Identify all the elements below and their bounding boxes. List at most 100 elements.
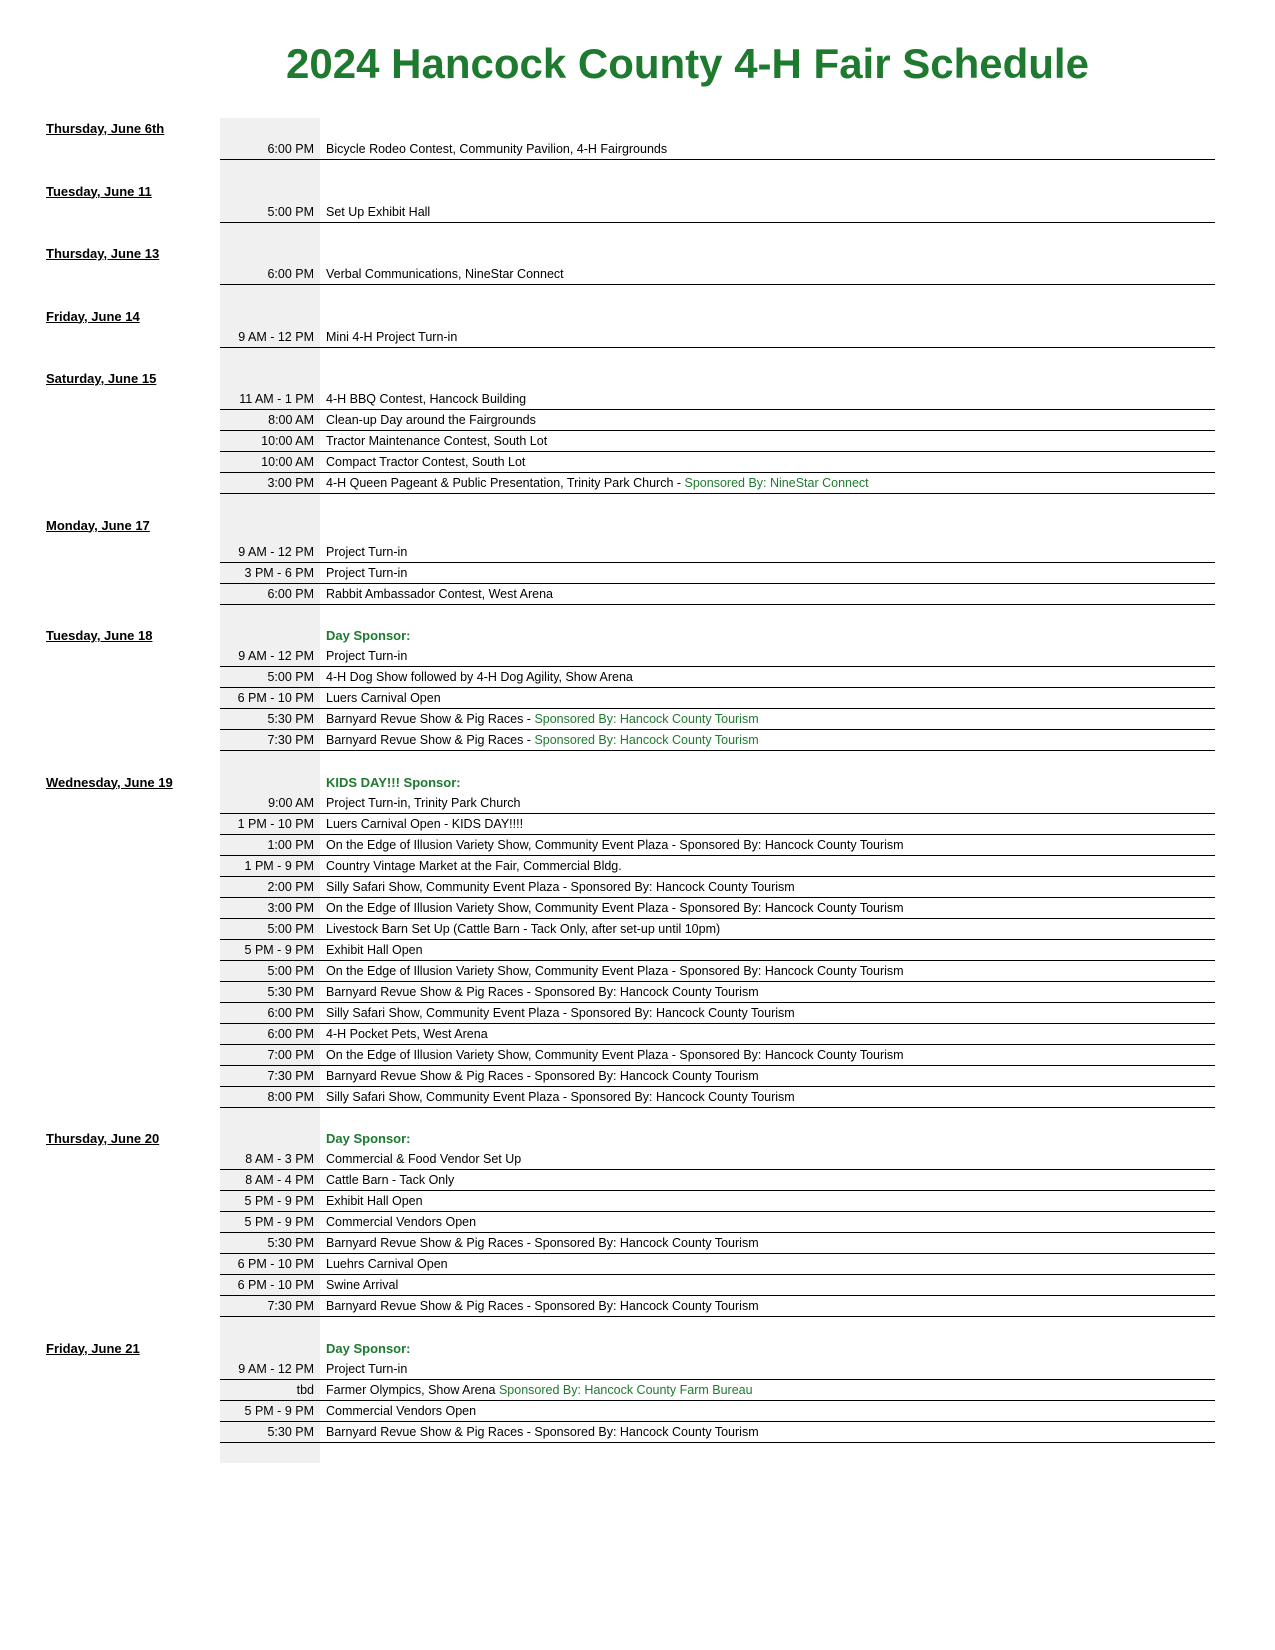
desc-cell-blank	[320, 515, 1215, 536]
event-desc-text: Cattle Barn - Tack Only	[326, 1173, 454, 1187]
event-row: 5:30 PMBarnyard Revue Show & Pig Races -…	[40, 981, 1215, 1002]
event-desc-text: Project Turn-in	[326, 1362, 407, 1376]
event-time: 8 AM - 4 PM	[220, 1170, 320, 1191]
day-label: Tuesday, June 11	[40, 181, 220, 202]
event-desc: Country Vintage Market at the Fair, Comm…	[320, 855, 1215, 876]
schedule-table: Thursday, June 6th6:00 PMBicycle Rodeo C…	[40, 118, 1215, 1463]
event-row: 8 AM - 3 PMCommercial & Food Vendor Set …	[40, 1149, 1215, 1170]
event-desc: Swine Arrival	[320, 1275, 1215, 1296]
event-desc: Luers Carnival Open	[320, 688, 1215, 709]
time-cell-blank	[220, 306, 320, 327]
event-row: 5 PM - 9 PMCommercial Vendors Open	[40, 1400, 1215, 1421]
event-desc: 4-H BBQ Contest, Hancock Building	[320, 389, 1215, 410]
event-desc-text: Verbal Communications, NineStar Connect	[326, 267, 564, 281]
event-desc-text: Silly Safari Show, Community Event Plaza…	[326, 1006, 795, 1020]
event-desc-text: Barnyard Revue Show & Pig Races -	[326, 733, 534, 747]
event-row: 5:00 PMOn the Edge of Illusion Variety S…	[40, 960, 1215, 981]
event-row: 6 PM - 10 PMLuers Carnival Open	[40, 688, 1215, 709]
event-time: 5:00 PM	[220, 667, 320, 688]
event-row: 1 PM - 10 PMLuers Carnival Open - KIDS D…	[40, 813, 1215, 834]
event-desc-text: 4-H BBQ Contest, Hancock Building	[326, 392, 526, 406]
event-desc: On the Edge of Illusion Variety Show, Co…	[320, 1044, 1215, 1065]
event-time: 5:30 PM	[220, 1421, 320, 1442]
day-label: Thursday, June 20	[40, 1128, 220, 1149]
event-time: 6:00 PM	[220, 1002, 320, 1023]
event-time: 1 PM - 9 PM	[220, 855, 320, 876]
event-row: 1 PM - 9 PM Country Vintage Market at the…	[40, 855, 1215, 876]
event-time: 5:30 PM	[220, 709, 320, 730]
event-time: 9 AM - 12 PM	[220, 1359, 320, 1380]
event-desc-text: Barnyard Revue Show & Pig Races - Sponso…	[326, 1425, 759, 1439]
event-row: 6 PM - 10 PMSwine Arrival	[40, 1275, 1215, 1296]
event-time: 8:00 PM	[220, 1086, 320, 1107]
event-desc-text: Luehrs Carnival Open	[326, 1257, 448, 1271]
event-desc: 4-H Pocket Pets, West Arena	[320, 1023, 1215, 1044]
event-time: 9 AM - 12 PM	[220, 646, 320, 667]
event-row: 7:30 PMBarnyard Revue Show & Pig Races -…	[40, 1065, 1215, 1086]
event-row: 1:00 PMOn the Edge of Illusion Variety S…	[40, 834, 1215, 855]
event-desc: Commercial Vendors Open	[320, 1212, 1215, 1233]
event-row: 9 AM - 12 PM Project Turn-in	[40, 1359, 1215, 1380]
event-desc: Cattle Barn - Tack Only	[320, 1170, 1215, 1191]
event-desc: Barnyard Revue Show & Pig Races - Sponso…	[320, 1233, 1215, 1254]
event-row: 8:00 AMClean-up Day around the Fairgroun…	[40, 410, 1215, 431]
event-time: 6 PM - 10 PM	[220, 1254, 320, 1275]
day-sponsor-header: Day Sponsor:	[320, 1338, 1215, 1359]
event-desc: Verbal Communications, NineStar Connect	[320, 264, 1215, 285]
event-desc: Barnyard Revue Show & Pig Races - Sponso…	[320, 709, 1215, 730]
event-desc-text: Bicycle Rodeo Contest, Community Pavilio…	[326, 142, 667, 156]
event-desc: Bicycle Rodeo Contest, Community Pavilio…	[320, 139, 1215, 160]
event-row: 5:30 PM Barnyard Revue Show & Pig Races -…	[40, 1233, 1215, 1254]
day-sponsor-header: KIDS DAY!!! Sponsor:	[320, 772, 1215, 793]
event-time: 5 PM - 9 PM	[220, 1212, 320, 1233]
event-row: 7:30 PMBarnyard Revue Show & Pig Races -…	[40, 1296, 1215, 1317]
time-cell-blank	[220, 1128, 320, 1149]
event-desc: Compact Tractor Contest, South Lot	[320, 452, 1215, 473]
event-desc: Clean-up Day around the Fairgrounds	[320, 410, 1215, 431]
event-time: 7:30 PM	[220, 1065, 320, 1086]
page-title: 2024 Hancock County 4-H Fair Schedule	[160, 40, 1215, 88]
event-time: 6:00 PM	[220, 583, 320, 604]
event-desc: Silly Safari Show, Community Event Plaza…	[320, 1002, 1215, 1023]
event-desc-text: Silly Safari Show, Community Event Plaza…	[326, 880, 795, 894]
event-row: 5 PM - 9 PMCommercial Vendors Open	[40, 1212, 1215, 1233]
event-time: 11 AM - 1 PM	[220, 389, 320, 410]
event-desc-text: Set Up Exhibit Hall	[326, 205, 430, 219]
event-desc: Exhibit Hall Open	[320, 939, 1215, 960]
event-row: 5:00 PM4-H Dog Show followed by 4-H Dog …	[40, 667, 1215, 688]
event-desc: On the Edge of Illusion Variety Show, Co…	[320, 960, 1215, 981]
event-desc-text: On the Edge of Illusion Variety Show, Co…	[326, 901, 904, 915]
event-desc-text: Country Vintage Market at the Fair, Comm…	[326, 859, 622, 873]
event-time: 5:30 PM	[220, 1233, 320, 1254]
day-label: Wednesday, June 19	[40, 772, 220, 793]
event-row: 3:00 PM On the Edge of Illusion Variety S…	[40, 897, 1215, 918]
event-desc: Barnyard Revue Show & Pig Races - Sponso…	[320, 730, 1215, 751]
event-desc: Luers Carnival Open - KIDS DAY!!!!	[320, 813, 1215, 834]
event-row: 10:00 AMTractor Maintenance Contest, Sou…	[40, 431, 1215, 452]
event-desc: Luehrs Carnival Open	[320, 1254, 1215, 1275]
event-desc-text: Silly Safari Show, Community Event Plaza…	[326, 1090, 795, 1104]
event-desc-text: Barnyard Revue Show & Pig Races - Sponso…	[326, 1236, 759, 1250]
event-time: 9 AM - 12 PM	[220, 542, 320, 563]
day-sponsor-label: KIDS DAY!!! Sponsor:	[326, 775, 461, 790]
event-desc: Barnyard Revue Show & Pig Races - Sponso…	[320, 981, 1215, 1002]
event-desc-text: 4-H Pocket Pets, West Arena	[326, 1027, 488, 1041]
event-desc-text: Exhibit Hall Open	[326, 1194, 423, 1208]
event-desc-text: Livestock Barn Set Up (Cattle Barn - Tac…	[326, 922, 720, 936]
event-row: 3:00 PM4-H Queen Pageant & Public Presen…	[40, 473, 1215, 494]
event-time: 6 PM - 10 PM	[220, 1275, 320, 1296]
time-cell-blank	[220, 118, 320, 139]
desc-cell-blank	[320, 306, 1215, 327]
event-time: 3:00 PM	[220, 897, 320, 918]
event-row: 2:00 PMSilly Safari Show, Community Even…	[40, 876, 1215, 897]
event-time: 8:00 AM	[220, 410, 320, 431]
event-time: 6 PM - 10 PM	[220, 688, 320, 709]
day-sponsor-label: Day Sponsor:	[326, 1131, 411, 1146]
event-sponsor: Sponsored By: Hancock County Tourism	[534, 712, 758, 726]
event-time: 5 PM - 9 PM	[220, 1191, 320, 1212]
event-desc: 4-H Dog Show followed by 4-H Dog Agility…	[320, 667, 1215, 688]
event-desc: Livestock Barn Set Up (Cattle Barn - Tac…	[320, 918, 1215, 939]
event-desc-text: Barnyard Revue Show & Pig Races - Sponso…	[326, 985, 759, 999]
event-desc: Project Turn-in	[320, 542, 1215, 563]
event-desc: Barnyard Revue Show & Pig Races - Sponso…	[320, 1065, 1215, 1086]
